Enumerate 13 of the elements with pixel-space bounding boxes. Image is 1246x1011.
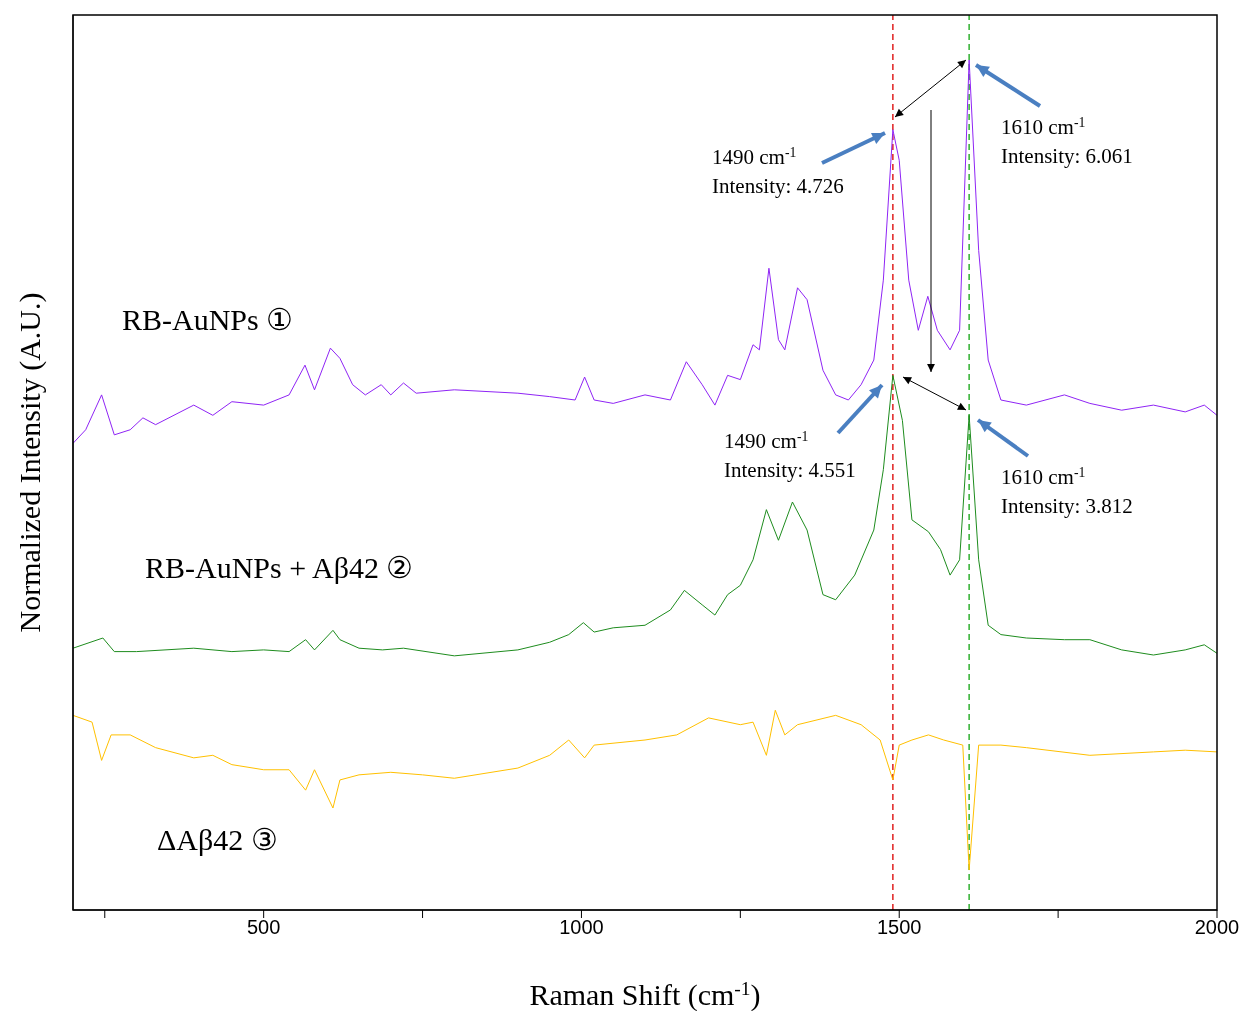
annotation: 1490 cm$^{-1}$ Intensity: 4.726 [712, 144, 844, 198]
series-label: ΔAβ42 ③ [157, 823, 278, 856]
x-tick-label: 500 [246, 916, 281, 939]
annotation: 1610 cm$^{-1}$ Intensity: 3.812 [1001, 464, 1133, 518]
y-axis-title: Normalized Intensity (A.U.) [13, 292, 47, 633]
x-tick-label: 1500 [876, 916, 922, 939]
x-axis-title: Raman Shift (cm$^{-1}$) [529, 977, 761, 1011]
series-label: RB-AuNPs ① [122, 303, 294, 336]
x-tick-label: 1000 [559, 916, 604, 939]
text: RB-AuNPs + Aβ42 ② [145, 551, 414, 584]
annotation: 1610 cm$^{-1}$ Intensity: 6.061 [1001, 114, 1133, 168]
x-tick-label: 2000 [1194, 916, 1240, 939]
annotation: 1490 cm$^{-1}$ Intensity: 4.551 [724, 428, 856, 482]
